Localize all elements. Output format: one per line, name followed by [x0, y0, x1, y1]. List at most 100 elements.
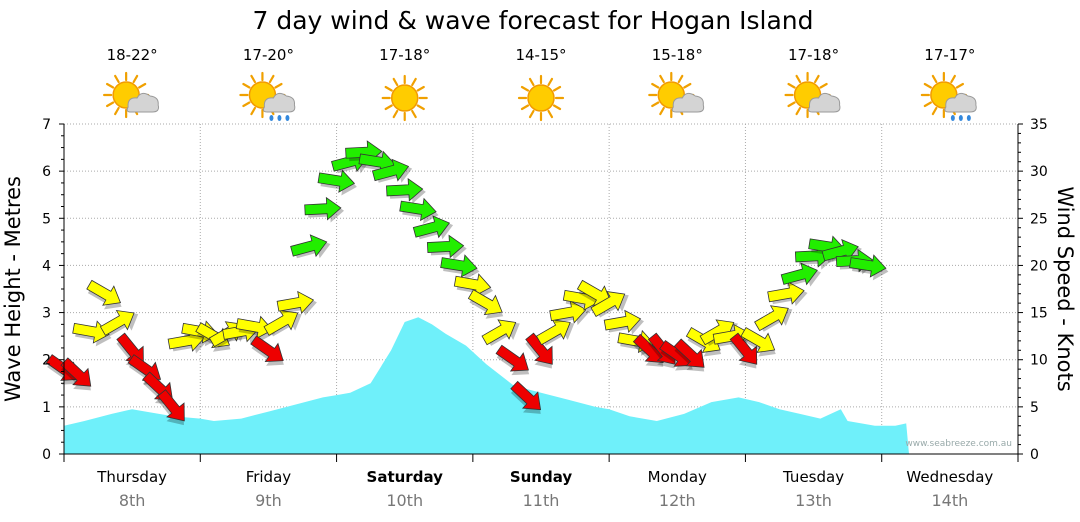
wind-arrow [276, 290, 317, 316]
day-temperature: 17-17° [924, 46, 975, 64]
sun-ray [547, 109, 554, 119]
sun-ray [552, 104, 562, 111]
wind-arrow-shape [304, 196, 342, 221]
wind-arrow-shape [99, 309, 135, 336]
wind-arrow-shape [467, 289, 503, 316]
wind-arrow [426, 234, 467, 261]
wind-arrow-shape [426, 234, 465, 259]
wind-arrow [99, 309, 139, 337]
cloud-shape [262, 92, 296, 113]
wind-arrow [263, 309, 302, 337]
chart-title: 7 day wind & wave forecast for Hogan Isl… [253, 6, 814, 35]
sun-ray [138, 82, 147, 89]
sun-cloud-icon [648, 71, 705, 119]
sun-disc [527, 84, 555, 112]
y2-tick-label: 15 [1030, 306, 1048, 322]
cloud-shape [671, 92, 705, 113]
wave-height-series [64, 317, 909, 454]
y2-tick-label: 0 [1030, 447, 1039, 463]
day-date: 11th [523, 491, 560, 510]
day-temperature: 15-18° [652, 46, 703, 64]
wind-arrow [849, 254, 889, 281]
y-tick-label: 2 [42, 353, 51, 369]
cloud-shape [808, 92, 841, 113]
day-temperature: 18-22° [107, 46, 158, 64]
y2-tick-label: 5 [1030, 400, 1039, 416]
wind-arrow [729, 332, 758, 369]
wind-arrow [481, 319, 520, 346]
wind-arrow [510, 380, 542, 414]
y2-tick-label: 35 [1030, 117, 1048, 133]
sun-ray [384, 85, 393, 92]
day-name: Sunday [510, 468, 573, 486]
wind-arrow-shape [481, 319, 517, 346]
day-name: Thursday [96, 468, 167, 486]
wind-arrow [304, 196, 345, 223]
sun-ray [105, 82, 115, 89]
sun-ray [268, 74, 275, 84]
sun-ray [274, 82, 283, 89]
wind-arrow-shape [740, 327, 776, 353]
day-temperature: 14-15° [515, 46, 566, 64]
sun-ray [250, 74, 257, 84]
day-name: Wednesday [906, 468, 993, 486]
wind-arrow-shape [371, 158, 410, 182]
day-date: 10th [386, 491, 423, 510]
sun-ray [955, 82, 965, 89]
wind-arrow-shape [673, 338, 705, 368]
wind-arrow [603, 309, 645, 335]
axis-ticks: 0 1 2 3 4 5 6 7 0 5 10 15 20 25 30 35 [42, 117, 1048, 463]
rain-drop [966, 115, 971, 121]
wind-arrow [317, 169, 357, 196]
y2-tick-label: 30 [1030, 164, 1048, 180]
sun-ray [931, 74, 938, 84]
sun-ray [683, 82, 692, 89]
wind-arrow [673, 338, 705, 372]
wind-arrows [45, 140, 889, 426]
sun-ray [795, 106, 802, 116]
day-date: 14th [931, 491, 968, 510]
sun-ray [132, 74, 139, 84]
wind-arrow [290, 234, 331, 259]
wind-arrow [371, 158, 413, 183]
wind-arrow-shape [754, 305, 789, 332]
day-name: Monday [648, 468, 707, 486]
wind-arrow-shape [729, 332, 758, 365]
wind-arrow [590, 291, 629, 318]
wind-arrow [767, 281, 808, 307]
sun-cloud-rain-icon [920, 71, 977, 121]
y-tick-label: 5 [42, 211, 51, 227]
sun-ray [392, 77, 399, 87]
y-tick-label: 6 [42, 164, 51, 180]
rain-drop [277, 115, 282, 121]
sun-ray [528, 109, 535, 119]
day-temperature: 17-20° [243, 46, 294, 64]
wind-arrow-shape [263, 309, 299, 336]
rain-drop [285, 115, 290, 121]
wind-arrow-shape [603, 309, 642, 334]
wind-arrow-shape [510, 380, 542, 411]
sun-ray [787, 101, 796, 108]
sun-ray [547, 77, 554, 87]
day-date: 13th [795, 491, 832, 510]
wind-arrow [157, 389, 185, 426]
sun-ray [659, 74, 665, 84]
wind-arrow-shape [453, 273, 492, 297]
rain-drop [958, 115, 963, 121]
wind-arrow-shape [86, 279, 122, 306]
y2-axis-label: Wind Speed - Knots [1053, 186, 1077, 391]
wind-arrow-shape [440, 254, 478, 278]
sun-ray [528, 77, 535, 87]
wind-arrow [467, 289, 504, 319]
sun-ray [813, 74, 820, 84]
sun-cloud-icon [103, 71, 160, 119]
sun-ray [242, 101, 251, 108]
sun-disc [390, 84, 419, 112]
wind-arrow-shape [276, 290, 315, 315]
sun-ray [416, 104, 425, 111]
sun-ray [250, 106, 257, 116]
y-axis-label: Wave Height - Metres [1, 176, 25, 402]
wind-arrow-shape [699, 319, 735, 346]
day-name: Friday [246, 468, 292, 486]
